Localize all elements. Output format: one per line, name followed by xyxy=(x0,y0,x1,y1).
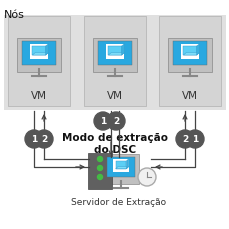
FancyBboxPatch shape xyxy=(8,17,70,106)
Polygon shape xyxy=(32,53,48,56)
FancyBboxPatch shape xyxy=(108,47,121,56)
FancyBboxPatch shape xyxy=(172,42,206,65)
Circle shape xyxy=(97,175,102,180)
Text: 2: 2 xyxy=(41,135,47,144)
Polygon shape xyxy=(196,44,199,56)
Text: 1: 1 xyxy=(31,135,37,144)
FancyBboxPatch shape xyxy=(93,39,136,73)
Text: Nós: Nós xyxy=(4,10,25,20)
Circle shape xyxy=(97,157,102,162)
Text: VM: VM xyxy=(106,91,123,101)
Text: VM: VM xyxy=(181,91,197,101)
Text: 1: 1 xyxy=(99,117,106,126)
Circle shape xyxy=(94,112,112,131)
FancyBboxPatch shape xyxy=(105,45,124,60)
Circle shape xyxy=(137,168,155,186)
FancyBboxPatch shape xyxy=(17,39,61,73)
FancyBboxPatch shape xyxy=(180,45,199,60)
FancyBboxPatch shape xyxy=(167,39,211,73)
Polygon shape xyxy=(121,44,124,56)
FancyBboxPatch shape xyxy=(106,157,134,177)
FancyBboxPatch shape xyxy=(103,154,138,184)
FancyBboxPatch shape xyxy=(22,42,56,65)
Text: Modo de extração
do DSC: Modo de extração do DSC xyxy=(62,132,167,155)
Circle shape xyxy=(97,166,102,171)
Text: 2: 2 xyxy=(181,135,187,144)
Polygon shape xyxy=(126,159,128,169)
FancyBboxPatch shape xyxy=(4,16,225,111)
FancyBboxPatch shape xyxy=(97,42,132,65)
Text: 2: 2 xyxy=(112,117,119,126)
Text: 1: 1 xyxy=(191,135,197,144)
FancyBboxPatch shape xyxy=(158,17,220,106)
Circle shape xyxy=(35,131,53,148)
Circle shape xyxy=(25,131,43,148)
Circle shape xyxy=(175,131,193,148)
FancyBboxPatch shape xyxy=(115,161,126,169)
Polygon shape xyxy=(183,53,199,56)
Text: VM: VM xyxy=(31,91,47,101)
Polygon shape xyxy=(45,44,48,56)
FancyBboxPatch shape xyxy=(32,47,45,56)
Polygon shape xyxy=(108,53,124,56)
FancyBboxPatch shape xyxy=(88,153,112,189)
FancyBboxPatch shape xyxy=(113,159,128,172)
FancyBboxPatch shape xyxy=(183,47,196,56)
Circle shape xyxy=(106,112,124,131)
Polygon shape xyxy=(115,167,128,169)
Circle shape xyxy=(185,131,203,148)
Text: Servidor de Extração: Servidor de Extração xyxy=(71,197,166,206)
FancyBboxPatch shape xyxy=(29,45,48,60)
FancyBboxPatch shape xyxy=(84,17,145,106)
